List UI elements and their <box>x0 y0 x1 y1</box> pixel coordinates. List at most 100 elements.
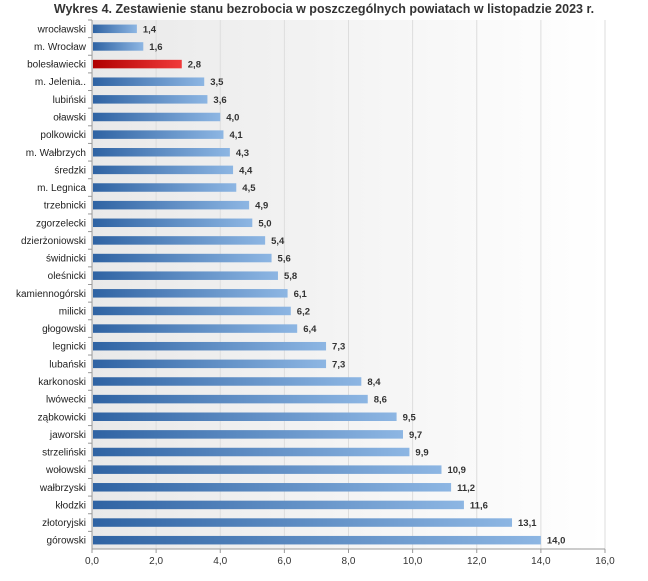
value-label: 6,1 <box>294 289 308 300</box>
bar <box>93 306 291 316</box>
category-label: ząbkowicki <box>38 412 86 423</box>
category-label: górowski <box>47 536 86 547</box>
value-label: 6,4 <box>303 324 317 335</box>
category-label: dzierżoniowski <box>21 236 86 247</box>
x-tick-label: 10,0 <box>403 556 423 567</box>
bar <box>93 518 513 527</box>
category-label: m. Jelenia.. <box>35 77 86 88</box>
value-label: 11,2 <box>457 483 475 494</box>
value-label: 5,0 <box>258 218 271 229</box>
bar <box>93 42 144 51</box>
category-label: lwówecki <box>46 395 86 406</box>
category-label: bolesławiecki <box>27 60 86 71</box>
category-label: oleśnicki <box>48 271 86 282</box>
x-tick-label: 16,0 <box>595 556 615 567</box>
bar <box>93 289 288 298</box>
bar <box>93 341 327 351</box>
bar <box>93 24 137 34</box>
category-label: m. Legnica <box>37 183 86 194</box>
value-label: 10,9 <box>447 465 466 476</box>
category-label: lubiński <box>53 95 86 106</box>
category-label: milicki <box>59 306 86 317</box>
category-label: wrocławski <box>37 24 86 35</box>
bar <box>93 394 368 404</box>
bar <box>93 130 224 139</box>
category-label: wałbrzyski <box>39 483 86 494</box>
bar <box>93 465 442 474</box>
bar <box>93 183 237 192</box>
x-tick-label: 6,0 <box>277 556 291 567</box>
bar <box>93 77 205 86</box>
x-tick-label: 14,0 <box>531 556 551 567</box>
value-label: 9,7 <box>409 430 422 441</box>
bar <box>93 200 250 210</box>
value-label: 4,0 <box>226 112 239 123</box>
x-tick-label: 12,0 <box>467 556 487 567</box>
value-label: 1,4 <box>143 24 157 35</box>
category-label: jaworski <box>49 430 86 441</box>
value-label: 11,6 <box>470 500 488 511</box>
category-label: średzki <box>54 165 86 176</box>
bar <box>93 112 221 122</box>
category-label: kamiennogórski <box>16 289 86 300</box>
bar <box>93 165 234 175</box>
value-label: 9,5 <box>403 412 417 423</box>
chart-title: Wykres 4. Zestawienie stanu bezrobocia w… <box>53 2 595 16</box>
value-label: 5,8 <box>284 271 297 282</box>
bar <box>93 412 397 421</box>
bar <box>93 324 298 333</box>
bar <box>93 483 452 492</box>
value-label: 14,0 <box>547 536 566 547</box>
value-label: 6,2 <box>297 306 310 317</box>
bar <box>93 430 404 439</box>
category-label: karkonoski <box>38 377 86 388</box>
value-label: 4,1 <box>229 130 243 141</box>
category-label: świdnicki <box>46 254 86 265</box>
value-label: 5,6 <box>278 254 291 265</box>
value-label: 4,5 <box>242 183 256 194</box>
category-label: głogowski <box>42 324 86 335</box>
value-label: 4,4 <box>239 165 253 176</box>
category-label: zgorzelecki <box>36 218 86 229</box>
bar <box>93 447 410 457</box>
x-tick-label: 0,0 <box>85 556 99 567</box>
x-tick-label: 8,0 <box>342 556 356 567</box>
category-label: m. Wrocław <box>34 42 87 53</box>
category-label: strzeliński <box>42 448 86 459</box>
bar <box>93 359 327 369</box>
value-label: 8,6 <box>374 395 387 406</box>
value-label: 1,6 <box>149 42 162 53</box>
value-label: 8,4 <box>367 377 381 388</box>
value-label: 5,4 <box>271 236 285 247</box>
category-label: kłodzki <box>55 500 86 511</box>
bar <box>93 253 272 263</box>
bar <box>93 377 362 386</box>
bar <box>93 95 208 104</box>
value-label: 3,6 <box>213 95 226 106</box>
value-label: 4,9 <box>255 201 268 212</box>
value-label: 7,3 <box>332 359 345 370</box>
category-label: lubański <box>49 359 86 370</box>
x-tick-label: 4,0 <box>213 556 227 567</box>
value-label: 3,5 <box>210 77 224 88</box>
bar-highlighted <box>93 59 182 69</box>
bar <box>93 500 464 510</box>
bar <box>93 271 278 280</box>
category-label: oławski <box>53 112 86 123</box>
value-label: 2,8 <box>188 60 201 71</box>
x-tick-label: 2,0 <box>149 556 163 567</box>
category-label: złotoryjski <box>42 518 86 529</box>
category-label: trzebnicki <box>44 201 86 212</box>
category-label: legnicki <box>53 342 86 353</box>
value-label: 9,9 <box>415 448 428 459</box>
category-label: m. Wałbrzych <box>26 148 86 159</box>
bar <box>93 148 230 157</box>
category-label: polkowicki <box>40 130 86 141</box>
value-label: 7,3 <box>332 342 345 353</box>
category-label: wołowski <box>45 465 86 476</box>
bar <box>93 535 541 545</box>
bar <box>93 218 253 228</box>
value-label: 13,1 <box>518 518 537 529</box>
bar <box>93 236 266 245</box>
